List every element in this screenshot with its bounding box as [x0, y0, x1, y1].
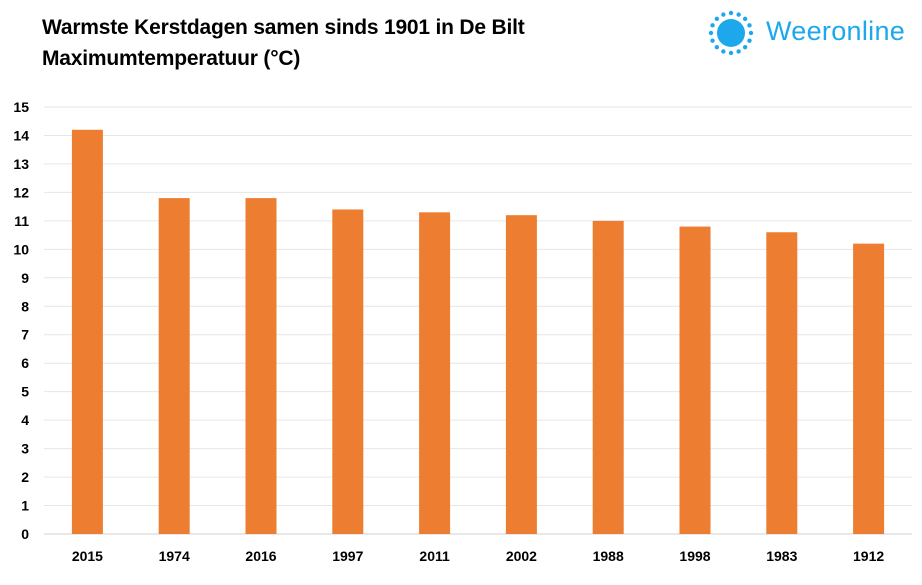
sun-ray-dot: [710, 23, 715, 28]
sun-ray-dot: [710, 38, 715, 43]
y-tick-label: 9: [21, 270, 29, 286]
sun-ray-dot: [748, 30, 754, 36]
bar: [245, 198, 277, 535]
y-tick-label: 12: [13, 184, 29, 200]
x-tick-label: 1998: [679, 548, 710, 564]
x-tick-label: 1988: [593, 548, 624, 564]
sun-ray-dot: [714, 44, 720, 50]
bar: [853, 243, 885, 534]
sun-ray-dot: [742, 16, 748, 22]
chart-title-block: Warmste Kerstdagen samen sinds 1901 in D…: [42, 12, 525, 74]
y-tick-label: 10: [13, 241, 29, 257]
x-tick-label: 1912: [853, 548, 884, 564]
bar: [766, 232, 798, 534]
y-tick-label: 7: [21, 327, 29, 343]
sun-ray-dot: [747, 38, 752, 43]
x-tick-label: 2016: [245, 548, 276, 564]
sun-ray-dot: [728, 50, 734, 56]
chart-subtitle: Maximumtemperatuur (°C): [42, 47, 301, 70]
bar: [332, 209, 364, 535]
sun-ray-dot: [714, 16, 720, 22]
bar: [679, 226, 711, 534]
sun-icon: [708, 10, 754, 56]
y-tick-label: 14: [13, 127, 29, 143]
logo-text: Weeronline: [766, 16, 906, 46]
sun-ray-dot: [721, 49, 726, 54]
y-tick-label: 11: [14, 213, 29, 229]
y-tick-label: 4: [21, 412, 29, 428]
bar: [592, 220, 624, 534]
weeronline-logo: Weeronline: [704, 6, 916, 60]
y-tick-label: 6: [21, 355, 29, 371]
bar: [419, 212, 451, 534]
sun-ray-dot: [728, 10, 734, 16]
sun-ray-dot: [742, 44, 748, 50]
x-tick-label: 2015: [72, 548, 103, 564]
y-tick-label: 15: [13, 99, 29, 115]
bar: [505, 215, 537, 534]
bar: [158, 198, 190, 535]
x-tick-label: 1983: [766, 548, 797, 564]
sun-ray-dot: [708, 30, 714, 36]
chart-title: Warmste Kerstdagen samen sinds 1901 in D…: [42, 16, 525, 39]
x-tick-label: 2011: [419, 548, 450, 564]
y-tick-label: 5: [21, 384, 29, 400]
sun-ray-dot: [736, 12, 741, 17]
y-tick-label: 2: [21, 469, 29, 485]
sun-ray-dot: [747, 23, 752, 28]
y-tick-label: 3: [21, 441, 29, 457]
sun-ray-dot: [721, 12, 726, 17]
bar: [71, 129, 103, 535]
y-tick-label: 0: [21, 526, 29, 542]
x-tick-label: 2002: [506, 548, 537, 564]
x-tick-label: 1974: [159, 548, 190, 564]
sun-ray-dot: [736, 49, 741, 54]
x-tick-label: 1997: [332, 548, 363, 564]
y-tick-label: 13: [13, 156, 29, 172]
y-tick-label: 1: [21, 498, 29, 514]
y-tick-label: 8: [21, 298, 29, 314]
